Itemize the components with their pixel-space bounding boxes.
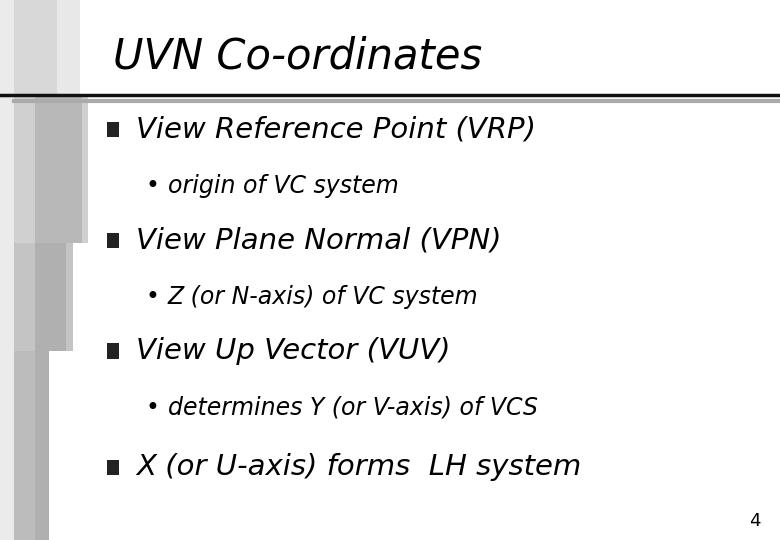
Text: View Up Vector (VUV): View Up Vector (VUV) bbox=[136, 337, 451, 365]
Text: determines Y (or V-axis) of VCS: determines Y (or V-axis) of VCS bbox=[168, 396, 537, 420]
Text: •: • bbox=[145, 396, 159, 420]
Bar bbox=[107, 460, 119, 475]
Bar bbox=[14, 94, 88, 243]
Bar bbox=[107, 122, 119, 137]
Bar bbox=[0, 0, 14, 540]
Bar bbox=[107, 343, 119, 359]
Text: X (or U-axis) forms  LH system: X (or U-axis) forms LH system bbox=[136, 453, 582, 481]
Bar bbox=[14, 243, 73, 351]
Bar bbox=[14, 351, 45, 540]
Bar bbox=[35, 94, 82, 243]
Bar bbox=[0, 0, 780, 94]
Text: View Reference Point (VRP): View Reference Point (VRP) bbox=[136, 116, 537, 144]
Bar bbox=[35, 243, 66, 351]
Text: •: • bbox=[145, 174, 159, 198]
Text: 4: 4 bbox=[749, 512, 760, 530]
Text: UVN Co-ordinates: UVN Co-ordinates bbox=[113, 36, 482, 78]
Bar bbox=[57, 0, 80, 94]
Bar bbox=[107, 233, 119, 248]
Text: origin of VC system: origin of VC system bbox=[168, 174, 399, 198]
Bar bbox=[14, 0, 57, 94]
Bar bbox=[35, 351, 49, 540]
Text: View Plane Normal (VPN): View Plane Normal (VPN) bbox=[136, 226, 502, 254]
Text: Z (or N-axis) of VC system: Z (or N-axis) of VC system bbox=[168, 285, 478, 309]
Text: •: • bbox=[145, 285, 159, 309]
